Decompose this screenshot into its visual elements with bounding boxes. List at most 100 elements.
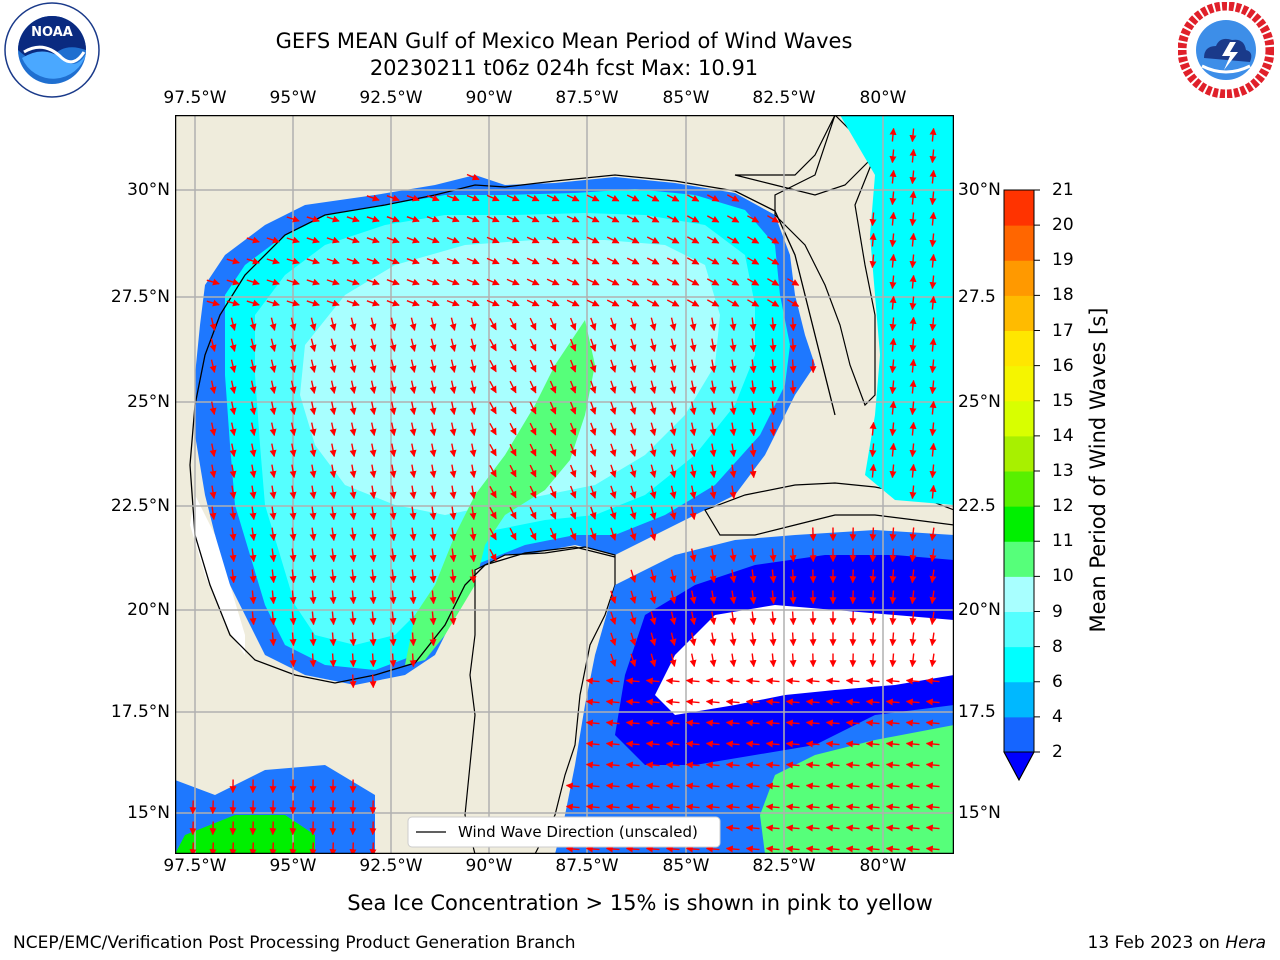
wave-direction-arrow	[686, 278, 700, 286]
wave-direction-arrow	[885, 698, 900, 706]
wave-direction-arrow	[686, 194, 700, 202]
wave-direction-arrow	[369, 401, 377, 416]
wave-direction-arrow	[589, 464, 597, 478]
wave-direction-arrow	[825, 782, 840, 790]
wave-direction-arrow	[589, 422, 597, 436]
wave-direction-arrow	[489, 527, 497, 541]
wave-direction-arrow	[486, 278, 500, 286]
wave-direction-arrow	[729, 653, 737, 668]
colorbar-label: 6	[1052, 671, 1063, 692]
no-data-region	[655, 605, 954, 715]
wave-direction-arrow	[749, 338, 757, 353]
wave-direction-arrow	[309, 443, 317, 458]
wave-direction-arrow	[645, 845, 660, 853]
wave-direction-arrow	[409, 485, 417, 500]
wave-direction-arrow	[805, 719, 820, 727]
wave-direction-arrow	[289, 611, 297, 626]
wave-direction-arrow	[349, 401, 357, 416]
wave-direction-arrow	[429, 338, 437, 352]
wave-direction-arrow	[566, 236, 580, 244]
wave-direction-arrow	[869, 590, 877, 605]
wave-direction-arrow	[489, 443, 497, 457]
wave-direction-arrow	[466, 299, 480, 307]
wave-direction-arrow	[929, 233, 937, 248]
wave-direction-arrow	[326, 278, 340, 286]
wave-direction-arrow	[725, 845, 740, 853]
wave-direction-arrow	[529, 359, 537, 373]
wave-direction-arrow	[885, 740, 900, 748]
wave-direction-arrow	[585, 698, 600, 706]
wave-direction-arrow	[709, 380, 717, 395]
wave-direction-arrow	[709, 338, 717, 353]
wave-direction-arrow	[549, 317, 557, 331]
wave-direction-arrow	[689, 569, 697, 584]
wave-direction-arrow	[209, 842, 217, 854]
wave-direction-arrow	[765, 824, 780, 832]
wave-direction-arrow	[449, 422, 457, 437]
wave-direction-arrow	[745, 677, 760, 685]
wave-direction-arrow	[869, 463, 877, 478]
colorbar-segment	[1004, 330, 1034, 367]
wave-direction-arrow	[685, 677, 700, 685]
wave-direction-arrow	[529, 317, 537, 331]
wave-direction-arrow	[909, 590, 917, 605]
wave-direction-arrow	[869, 611, 877, 626]
wave-direction-arrow	[686, 236, 700, 244]
legend-label: Wind Wave Direction (unscaled)	[458, 823, 698, 841]
wave-direction-arrow	[649, 422, 657, 436]
wave-direction-arrow	[909, 232, 917, 247]
wave-direction-arrow	[269, 338, 277, 352]
wave-direction-arrow	[646, 257, 660, 265]
wave-direction-arrow	[446, 257, 460, 265]
wave-direction-arrow	[646, 194, 660, 202]
wave-direction-arrow	[649, 590, 657, 604]
wave-direction-arrow	[689, 338, 697, 353]
wave-direction-arrow	[369, 485, 377, 500]
wave-direction-arrow	[605, 719, 620, 727]
wave-direction-arrow	[249, 506, 257, 521]
wave-direction-arrow	[805, 740, 820, 748]
wave-direction-arrow	[269, 569, 277, 584]
lat-tick-right: 15°N	[958, 803, 1001, 823]
colorbar-segment	[1004, 506, 1034, 542]
wave-direction-arrow	[566, 299, 580, 307]
wave-direction-arrow	[765, 740, 780, 748]
wave-direction-arrow	[889, 233, 897, 248]
wave-direction-arrow	[446, 236, 460, 244]
wave-direction-arrow	[889, 569, 897, 584]
wave-direction-arrow	[889, 464, 897, 479]
wave-direction-arrow	[626, 236, 640, 244]
wave-direction-arrow	[269, 506, 277, 521]
wave-direction-arrow	[506, 236, 520, 244]
wave-direction-arrow	[489, 422, 497, 436]
wave-direction-arrow	[885, 803, 900, 811]
wave-direction-arrow	[689, 317, 697, 332]
wave-direction-arrow	[566, 278, 580, 286]
wave-direction-arrow	[645, 740, 660, 748]
wave-direction-arrow	[286, 236, 300, 244]
wave-direction-arrow	[329, 380, 337, 394]
wave-direction-arrow	[709, 422, 717, 437]
lat-tick-left: 15°N	[127, 803, 170, 823]
wave-direction-arrow	[209, 338, 217, 352]
wave-direction-arrow	[349, 443, 357, 458]
wave-direction-arrow	[489, 317, 497, 331]
wave-direction-arrow	[489, 485, 497, 499]
wave-direction-arrow	[589, 485, 597, 499]
wave-direction-arrow	[329, 443, 337, 458]
wave-direction-arrow	[309, 359, 317, 373]
wave-direction-arrow	[609, 443, 617, 457]
wave-direction-arrow	[929, 611, 937, 626]
wave-direction-arrow	[446, 215, 460, 223]
wave-direction-arrow	[589, 506, 597, 520]
wave-direction-arrow	[705, 719, 720, 727]
wave-direction-arrow	[669, 464, 677, 478]
wave-direction-arrow	[389, 527, 397, 542]
wave-direction-arrow	[349, 506, 357, 521]
wave-direction-arrow	[409, 422, 417, 437]
wave-direction-arrow	[349, 842, 357, 854]
wave-direction-arrow	[389, 506, 397, 521]
wave-direction-arrow	[429, 485, 437, 500]
wave-direction-arrow	[469, 464, 477, 479]
wave-direction-arrow	[785, 740, 800, 748]
